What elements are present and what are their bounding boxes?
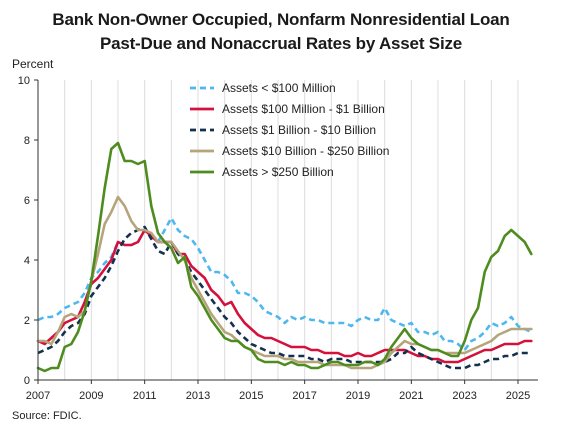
- y-tick-label: 2: [24, 315, 30, 327]
- x-tick-label: 2011: [133, 390, 157, 402]
- series-line-4: [36, 195, 533, 370]
- x-tick-label: 2021: [399, 390, 423, 402]
- x-tick-label: 2025: [506, 390, 530, 402]
- y-tick-label: 0: [24, 375, 30, 387]
- x-tick-label: 2019: [346, 390, 370, 402]
- chart-title-line-1: Bank Non-Owner Occupied, Nonfarm Nonresi…: [52, 10, 510, 29]
- legend-label-3: Assets $1 Billion - $10 Billion: [222, 123, 376, 137]
- x-tick-label: 2013: [186, 390, 210, 402]
- legend-label-5: Assets > $250 Billion: [222, 165, 334, 179]
- y-tick-label: 4: [24, 255, 30, 267]
- axes: 0 2 4 6 8 10 2007 2009 2011 2013 2015 2017 2019 2021 2…: [18, 75, 538, 402]
- x-tick-label: 2023: [452, 390, 476, 402]
- x-tick-label: 2015: [239, 390, 263, 402]
- source-note: Source: FDIC.: [12, 410, 82, 422]
- y-axis-label: Percent: [12, 57, 54, 71]
- legend-label-1: Assets < $100 Million: [222, 81, 336, 95]
- x-tick-label: 2009: [79, 390, 103, 402]
- y-tick-label: 10: [18, 75, 30, 87]
- series-line-2: [36, 228, 533, 364]
- x-tick-label: 2017: [292, 390, 316, 402]
- legend: Assets < $100 Million Assets $100 Million…: [190, 81, 389, 179]
- series-line-3: [37, 225, 532, 370]
- y-tick-label: 8: [24, 135, 30, 147]
- legend-label-2: Assets $100 Million - $1 Billion: [222, 102, 385, 116]
- series-lines: [36, 141, 533, 373]
- legend-label-4: Assets $10 Billion - $250 Billion: [222, 144, 389, 158]
- chart-title-line-2: Past-Due and Nonaccrual Rates by Asset S…: [99, 34, 463, 53]
- x-tick-label: 2007: [26, 390, 50, 402]
- series-line-5: [36, 141, 533, 373]
- series-line-1: [37, 216, 532, 352]
- y-tick-label: 6: [24, 195, 30, 207]
